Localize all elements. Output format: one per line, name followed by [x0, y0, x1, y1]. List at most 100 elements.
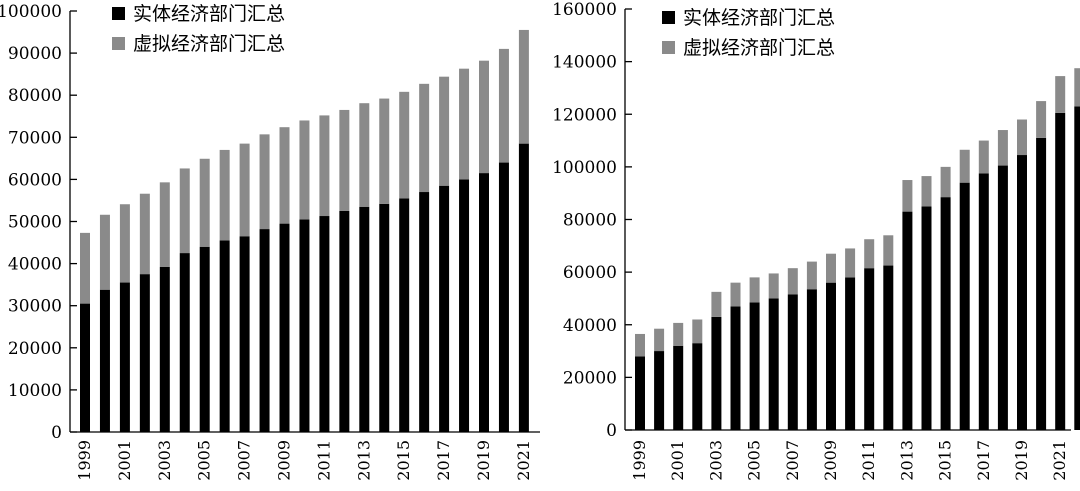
bar-real-economy-2013 [359, 206, 370, 432]
bar-real-economy-2020 [498, 162, 509, 432]
bar-real-economy-2010 [299, 219, 310, 432]
legend-swatch-virtual-economy [112, 37, 125, 50]
bar-virtual-economy-2004 [179, 168, 190, 254]
bar-virtual-economy-2013 [359, 103, 370, 207]
bar-virtual-economy-2019 [479, 60, 489, 174]
right-chart: 0 20000 40000 60000 80000 100000 120000 140000 1… [552, 0, 1080, 481]
bar-real-economy-2003 [711, 316, 722, 430]
y-tick-label: 10000 [8, 381, 62, 401]
bar-real-economy-2018 [459, 179, 470, 432]
bar-real-economy-2005 [749, 302, 760, 430]
bar-real-economy-2014 [921, 206, 932, 430]
y-tick-label: 50000 [8, 213, 62, 233]
bar-real-economy-2010 [845, 277, 856, 430]
x-tick-label: 2019 [1012, 440, 1031, 481]
bar-real-economy-2005 [199, 246, 210, 432]
x-tick-label: 2011 [314, 440, 333, 481]
legend-swatch-real-economy [112, 7, 125, 20]
x-tick-label: 2019 [474, 440, 493, 481]
bar-real-economy-2003 [159, 266, 170, 432]
x-tick-label: 2015 [936, 440, 955, 481]
bar-virtual-economy-2018 [997, 130, 1008, 166]
bar-virtual-economy-2012 [339, 109, 350, 211]
bar-real-economy-2007 [787, 294, 798, 430]
x-tick-label: 2009 [821, 440, 840, 481]
bar-virtual-economy-2007 [787, 268, 798, 295]
bar-real-economy-2011 [864, 268, 875, 430]
y-tick-label: 90000 [8, 44, 62, 64]
bar-virtual-economy-2004 [730, 282, 741, 307]
y-tick-label: 60000 [563, 263, 617, 283]
bar-virtual-economy-2016 [419, 83, 430, 193]
bar-real-economy-2001 [673, 345, 684, 430]
legend-label-virtual-economy: 虚拟经济部门汇总 [133, 33, 285, 55]
x-tick-label: 1999 [630, 440, 649, 481]
x-tick-label: 2021 [514, 440, 533, 481]
bar-virtual-economy-2019 [1017, 119, 1027, 156]
y-tick-label: 160000 [552, 0, 617, 20]
bar-virtual-economy-2013 [902, 180, 913, 212]
bar-virtual-economy-2014 [379, 98, 390, 204]
bar-real-economy-2014 [379, 203, 390, 432]
bar-real-economy-2006 [768, 298, 779, 430]
x-tick-label: 2021 [1050, 440, 1069, 481]
right-legend: 实体经济部门汇总 虚拟经济部门汇总 [662, 7, 835, 59]
bar-virtual-economy-2021 [1055, 76, 1066, 113]
bars [635, 68, 1080, 431]
bar-virtual-economy-2008 [259, 134, 270, 230]
x-tick-label: 2005 [195, 440, 214, 481]
bar-virtual-economy-2001 [119, 204, 130, 283]
bar-real-economy-2016 [959, 182, 970, 430]
bar-real-economy-2009 [826, 282, 836, 430]
y-tick-label: 20000 [563, 368, 617, 388]
bar-real-economy-2012 [339, 210, 350, 432]
bar-real-economy-2008 [259, 229, 270, 432]
bar-real-economy-2021 [518, 143, 529, 433]
legend-label-virtual-economy: 虚拟经济部门汇总 [683, 37, 835, 59]
bar-real-economy-2017 [978, 173, 989, 430]
bar-virtual-economy-2008 [806, 261, 817, 290]
x-tick-label: 2017 [974, 440, 993, 481]
bar-virtual-economy-2003 [711, 291, 722, 317]
bar-virtual-economy-2018 [459, 68, 470, 180]
bars [80, 29, 529, 433]
legend-swatch-virtual-economy [662, 41, 675, 54]
legend-label-real-economy: 实体经济部门汇总 [133, 3, 285, 25]
bar-real-economy-2015 [399, 198, 410, 432]
bar-real-economy-2020 [1036, 137, 1047, 430]
bar-real-economy-2000 [654, 351, 665, 430]
x-tick-label: 2011 [859, 440, 878, 481]
y-tick-label: 80000 [8, 86, 62, 106]
x-tick-label: 2003 [155, 440, 174, 481]
legend-swatch-real-economy [662, 11, 675, 24]
bar-virtual-economy-2002 [692, 319, 703, 344]
bar-virtual-economy-2015 [940, 166, 951, 198]
y-tick-label: 70000 [8, 128, 62, 148]
bar-real-economy-2006 [219, 240, 230, 432]
x-tick-label: 2007 [783, 440, 802, 481]
bar-virtual-economy-2021 [518, 29, 529, 144]
bar-virtual-economy-2001 [673, 322, 684, 346]
bar-real-economy-2022 [1074, 106, 1080, 430]
bar-virtual-economy-2010 [299, 120, 310, 220]
bar-virtual-economy-2017 [978, 140, 989, 174]
y-tick-label: 60000 [8, 170, 62, 190]
bar-virtual-economy-2002 [139, 193, 150, 275]
y-tick-label: 20000 [8, 339, 62, 359]
bar-real-economy-2019 [1017, 155, 1027, 431]
x-tick-label: 2013 [354, 440, 373, 481]
bar-real-economy-2004 [730, 306, 741, 430]
bar-real-economy-2011 [319, 216, 330, 432]
bar-virtual-economy-2005 [749, 277, 760, 303]
bar-real-economy-2000 [99, 289, 110, 432]
y-tick-label: 40000 [563, 316, 617, 336]
y-tick-label: 30000 [8, 297, 62, 317]
bar-real-economy-2017 [439, 185, 450, 432]
bar-virtual-economy-2015 [399, 91, 410, 199]
bar-virtual-economy-1999 [635, 333, 645, 357]
bar-virtual-economy-2017 [439, 76, 450, 186]
x-tick-label: 2015 [394, 440, 413, 481]
bar-real-economy-2009 [279, 223, 290, 432]
y-tick-label: 100000 [0, 2, 62, 22]
y-tick-label: 140000 [552, 53, 617, 73]
